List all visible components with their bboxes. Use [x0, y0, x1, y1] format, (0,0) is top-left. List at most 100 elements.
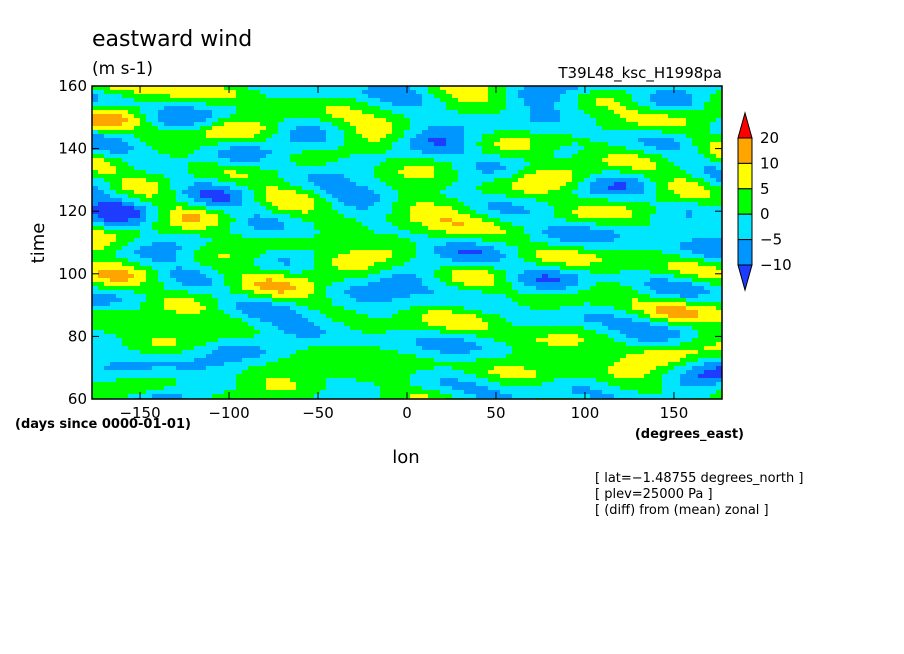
field-cell	[146, 274, 159, 279]
field-cell	[446, 282, 465, 287]
field-cell	[506, 106, 531, 111]
field-cell	[110, 162, 129, 167]
field-cell	[554, 214, 579, 219]
field-cell	[218, 154, 267, 159]
field-cell	[572, 178, 585, 183]
field-cell	[410, 394, 429, 399]
field-cell	[596, 178, 639, 183]
field-cell	[230, 194, 243, 199]
field-cell	[218, 254, 231, 259]
field-cell	[356, 126, 393, 131]
field-cell	[338, 158, 387, 163]
field-cell	[140, 262, 201, 267]
field-cell	[92, 174, 165, 179]
field-cell	[206, 202, 243, 207]
field-cell	[212, 294, 249, 299]
field-cell	[434, 166, 453, 171]
field-cell	[716, 390, 722, 395]
field-cell	[260, 166, 375, 171]
field-cell	[656, 290, 711, 295]
field-cell	[122, 202, 135, 207]
field-cell	[650, 218, 722, 223]
field-cell	[572, 142, 579, 147]
colorbar-segment	[737, 213, 753, 241]
field-cell	[122, 342, 153, 347]
field-cell	[176, 266, 183, 271]
field-cell	[410, 258, 453, 263]
field-cell	[572, 210, 633, 215]
field-cell	[638, 178, 651, 183]
field-cell	[704, 362, 722, 367]
field-cell	[428, 310, 453, 315]
field-cell	[92, 114, 123, 119]
field-cell	[134, 98, 357, 103]
field-cell	[620, 282, 645, 287]
field-cell	[650, 318, 669, 323]
field-cell	[716, 178, 722, 183]
field-cell	[368, 206, 393, 211]
field-cell	[116, 378, 177, 383]
field-cell	[194, 298, 219, 303]
field-cell	[290, 354, 417, 359]
field-cell	[488, 370, 537, 375]
field-cell	[260, 202, 273, 207]
field-cell	[566, 262, 591, 267]
field-cell	[212, 198, 231, 203]
field-cell	[650, 314, 669, 319]
field-cell	[380, 394, 411, 399]
field-cell	[716, 266, 722, 271]
field-cell	[560, 98, 579, 103]
field-cell	[428, 234, 531, 239]
field-cell	[332, 302, 519, 307]
field-cell	[92, 282, 105, 287]
field-cell	[626, 106, 651, 111]
field-cell	[530, 142, 573, 147]
field-cell	[290, 378, 327, 383]
field-cell	[500, 374, 537, 379]
field-cell	[488, 326, 585, 331]
field-cell	[200, 270, 219, 275]
field-cell	[698, 330, 722, 335]
field-cell	[218, 346, 261, 351]
field-cell	[452, 218, 483, 223]
field-cell	[146, 390, 225, 395]
field-cell	[524, 166, 633, 171]
field-cell	[296, 350, 399, 355]
field-cell	[254, 226, 285, 231]
field-cell	[452, 386, 489, 391]
field-cell	[518, 94, 561, 99]
field-cell	[314, 206, 333, 211]
x-tick-label: 50	[486, 404, 505, 422]
y-tick-label: 80	[68, 327, 87, 345]
field-cell	[656, 182, 669, 187]
field-cell	[416, 254, 441, 259]
field-cell	[332, 298, 357, 303]
field-cell	[482, 134, 573, 139]
field-cell	[92, 226, 105, 231]
field-cell	[110, 242, 129, 247]
field-cell	[572, 154, 609, 159]
field-cell	[692, 102, 705, 107]
field-cell	[242, 286, 261, 291]
field-cell	[326, 138, 345, 143]
field-cell	[134, 166, 189, 171]
field-cell	[92, 326, 255, 331]
field-cell	[548, 202, 651, 207]
field-cell	[380, 98, 423, 103]
field-cell	[92, 334, 117, 339]
field-cell	[392, 206, 411, 211]
field-cell	[452, 182, 483, 187]
field-cell	[386, 158, 435, 163]
field-cell	[158, 210, 171, 215]
field-cell	[302, 314, 327, 319]
field-cell	[584, 302, 591, 307]
field-cell	[668, 318, 722, 323]
field-cell	[434, 174, 459, 179]
field-cell	[446, 142, 465, 147]
field-cell	[518, 290, 579, 295]
field-cell	[278, 258, 291, 263]
field-cell	[656, 146, 681, 151]
field-cell	[440, 378, 459, 383]
field-cell	[716, 382, 722, 387]
field-cell	[596, 122, 639, 127]
